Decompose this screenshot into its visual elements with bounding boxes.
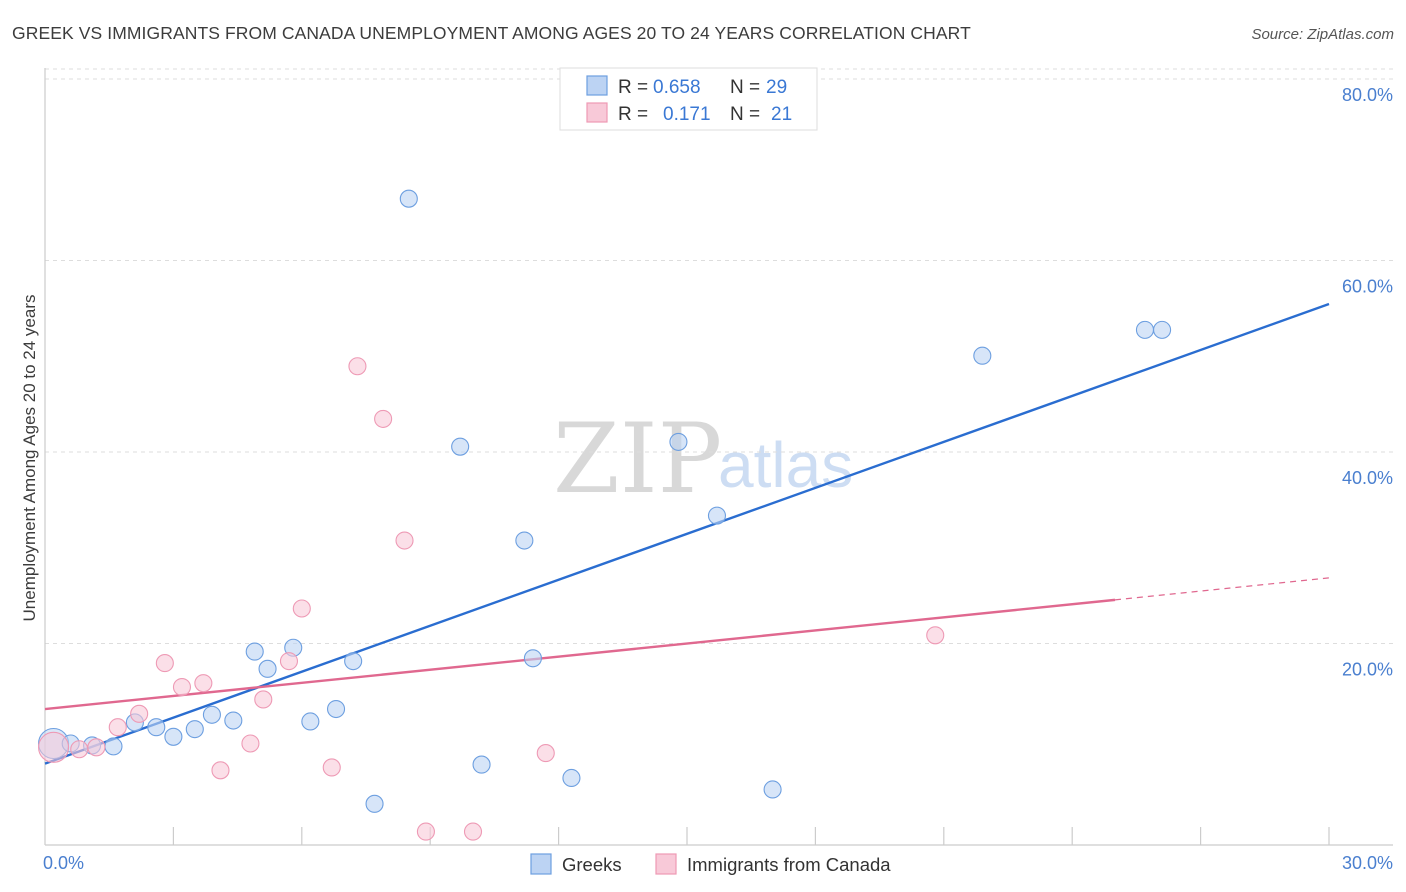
point-greeks-10 [245, 642, 264, 661]
y-tick-labels: 20.0% 40.0% 60.0% 80.0% [1342, 85, 1393, 680]
bottom-legend-swatch-canada [655, 853, 677, 875]
point-canada-17 [416, 822, 435, 841]
point-greeks-8 [202, 705, 221, 724]
point-canada-3 [108, 718, 127, 737]
trend-line-greeks [44, 302, 1330, 765]
legend-swatch-greeks [586, 75, 608, 96]
point-greeks-25 [763, 780, 782, 799]
bottom-legend-label-greeks: Greeks [562, 854, 622, 875]
legend-r-value-canada: 0.171 [663, 104, 711, 125]
gridlines [45, 68, 1393, 644]
watermark-zip: ZIP [553, 403, 722, 515]
point-greeks-21 [523, 649, 542, 668]
point-greeks-15 [344, 652, 363, 671]
point-greeks-26 [973, 346, 992, 365]
point-greeks-22 [562, 768, 581, 788]
bottom-legend-swatch-greeks [530, 853, 552, 875]
point-greeks-28 [1153, 320, 1172, 339]
point-greeks-20 [515, 531, 534, 550]
legend-n-value-greeks: 29 [766, 77, 787, 98]
legend-r-value-greeks: 0.658 [653, 77, 701, 98]
chart-title: GREEK VS IMMIGRANTS FROM CANADA UNEMPLOY… [12, 23, 971, 43]
point-canada-10 [254, 690, 273, 709]
y-tick-label-40: 40.0% [1342, 468, 1393, 488]
point-greeks-23 [669, 432, 688, 451]
watermark: ZIP atlas [553, 403, 853, 515]
point-greeks-24 [707, 506, 727, 525]
point-canada-9 [241, 734, 260, 753]
point-greeks-17 [399, 189, 418, 208]
point-greeks-9 [224, 711, 243, 730]
point-greeks-11 [258, 659, 277, 678]
trend-line-canada [44, 598, 1116, 711]
point-greeks-5 [147, 718, 166, 737]
point-canada-5 [155, 654, 174, 673]
point-canada-2 [87, 738, 106, 757]
point-canada-8 [211, 761, 230, 780]
point-canada-20 [926, 626, 945, 645]
point-greeks-18 [451, 437, 470, 456]
y-tick-label-20: 20.0% [1342, 660, 1393, 680]
x-tick-label-min: 0.0% [43, 853, 84, 873]
legend-n-label-canada: N = [730, 104, 760, 125]
y-axis-label: Unemployment Among Ages 20 to 24 years [20, 295, 39, 622]
point-greeks-19 [472, 755, 491, 774]
y-tick-label-60: 60.0% [1342, 277, 1393, 297]
x-tick-label-max: 30.0% [1342, 853, 1393, 873]
chart-source: Source: ZipAtlas.com [1251, 26, 1394, 43]
point-canada-15 [374, 409, 393, 428]
watermark-atlas: atlas [718, 429, 853, 501]
y-tick-label-80: 80.0% [1342, 85, 1393, 105]
point-canada-16 [395, 531, 414, 550]
point-canada-4 [130, 704, 149, 723]
point-canada-14 [348, 357, 367, 376]
stats-legend: R = 0.658 N = 29 R = 0.171 N = 21 [559, 67, 818, 131]
trend-lines [44, 302, 1330, 765]
point-greeks-13 [301, 712, 320, 731]
point-canada-7 [194, 674, 213, 693]
point-canada-13 [322, 758, 341, 777]
point-canada-0 [38, 731, 70, 763]
legend-swatch-canada [586, 102, 608, 123]
legend-r-label-canada: R = [618, 104, 648, 125]
point-canada-1 [70, 740, 89, 759]
bottom-legend-label-canada: Immigrants from Canada [687, 854, 891, 875]
series-legend: Greeks Immigrants from Canada [530, 853, 891, 875]
point-greeks-3 [104, 737, 123, 756]
point-canada-12 [292, 599, 311, 618]
point-canada-19 [536, 744, 555, 763]
point-canada-6 [172, 677, 192, 697]
scatter-points [38, 189, 1172, 841]
point-greeks-7 [185, 720, 204, 739]
point-canada-11 [279, 652, 299, 671]
point-canada-18 [463, 822, 483, 841]
point-greeks-6 [164, 727, 183, 746]
point-greeks-14 [326, 699, 346, 719]
trend-line-extension-canada [1114, 577, 1330, 601]
legend-n-label-greeks: N = [730, 77, 760, 98]
legend-n-value-canada: 21 [771, 104, 792, 125]
point-greeks-27 [1135, 320, 1155, 339]
x-axis-ticks [172, 827, 1330, 845]
legend-r-label-greeks: R = [618, 77, 648, 98]
point-greeks-16 [365, 794, 384, 813]
